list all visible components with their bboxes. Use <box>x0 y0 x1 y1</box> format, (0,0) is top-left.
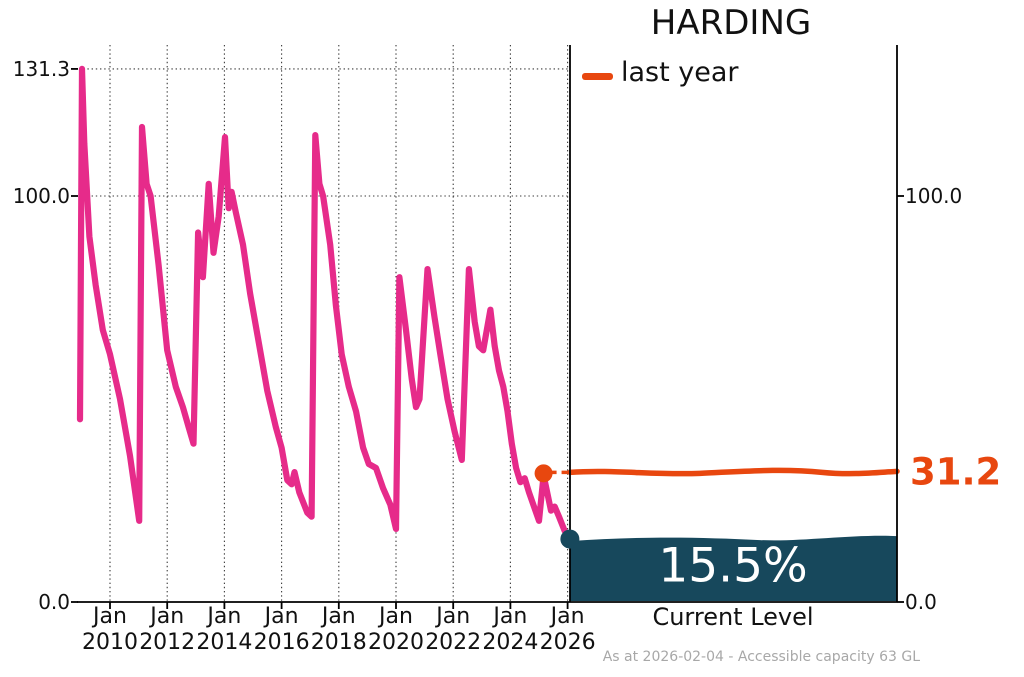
legend-label: last year <box>621 57 739 88</box>
x-tick-month: Jan <box>264 604 299 629</box>
x-tick-year: 2020 <box>368 630 424 655</box>
x-tick-year: 2012 <box>139 630 196 655</box>
x-axis-tick-label: Jan 2016 <box>237 604 327 656</box>
x-tick-year: 2016 <box>253 630 310 655</box>
x-tick-month: Jan <box>93 604 127 629</box>
last-year-line-swatch-icon <box>582 73 613 80</box>
x-tick-year: 2024 <box>482 630 539 655</box>
x-tick-month: Jan <box>321 604 356 629</box>
left-axis-tick-label: 100.0 <box>12 184 70 208</box>
x-axis-tick-label: Jan 2026 <box>523 604 613 656</box>
x-axis-tick-label: Jan 2012 <box>122 604 212 656</box>
x-axis-tick-label: Jan 2022 <box>408 604 498 656</box>
as-at-footer: As at 2026-02-04 - Accessible capacity 6… <box>602 649 920 665</box>
x-axis-tick-label: Jan 2014 <box>179 604 269 656</box>
x-tick-month: Jan <box>550 604 585 629</box>
x-axis-tick-label: Jan 2024 <box>465 604 555 656</box>
x-tick-year: 2010 <box>82 630 138 655</box>
left-axis-tick-label: 131.3 <box>12 56 70 81</box>
x-tick-month: Jan <box>150 604 185 629</box>
x-axis-tick-label: Jan 2018 <box>294 604 384 656</box>
page-title: HARDING <box>650 3 812 43</box>
x-axis-tick-label: Jan 2020 <box>351 604 441 656</box>
x-tick-month: Jan <box>493 604 528 629</box>
x-tick-year: 2026 <box>539 630 596 655</box>
current-level-label: Current Level <box>652 603 814 631</box>
x-tick-year: 2018 <box>310 630 367 655</box>
right-axis-tick-label: 0.0 <box>905 590 937 614</box>
right-axis-tick-label: 100.0 <box>905 184 963 208</box>
last-year-value: 31.2 <box>910 450 1002 494</box>
last-year-marker-dot <box>534 464 553 483</box>
x-tick-year: 2014 <box>196 630 253 655</box>
last-year-line <box>567 467 900 477</box>
current-level-end-dot <box>560 529 580 549</box>
current-level-percent: 15.5% <box>658 538 808 594</box>
left-axis-tick-label: 0.0 <box>38 590 70 614</box>
x-tick-month: Jan <box>436 604 471 629</box>
history-line <box>76 65 574 543</box>
x-tick-month: Jan <box>379 604 413 629</box>
current-level-fill <box>570 535 897 601</box>
x-tick-month: Jan <box>207 604 242 629</box>
x-tick-year: 2022 <box>425 630 482 655</box>
x-axis-tick-label: Jan 2010 <box>65 604 155 656</box>
